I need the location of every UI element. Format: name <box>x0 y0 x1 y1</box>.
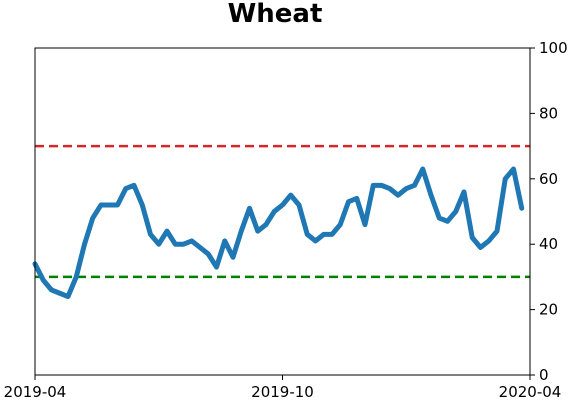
y-tick-label: 0 <box>539 366 549 384</box>
data-line <box>32 166 525 300</box>
y-tick-label: 40 <box>539 235 558 253</box>
x-tick-label: 2019-04 <box>4 383 67 401</box>
x-tick-label: 2020-04 <box>499 383 562 401</box>
y-tick-label: 60 <box>539 170 558 188</box>
plot-frame <box>34 47 531 376</box>
y-tick-label: 20 <box>539 301 558 319</box>
chart-title: Wheat <box>228 0 323 29</box>
y-tick-label: 100 <box>539 39 568 57</box>
y-tick-label: 80 <box>539 104 558 122</box>
x-tick-label: 2019-10 <box>251 383 314 401</box>
